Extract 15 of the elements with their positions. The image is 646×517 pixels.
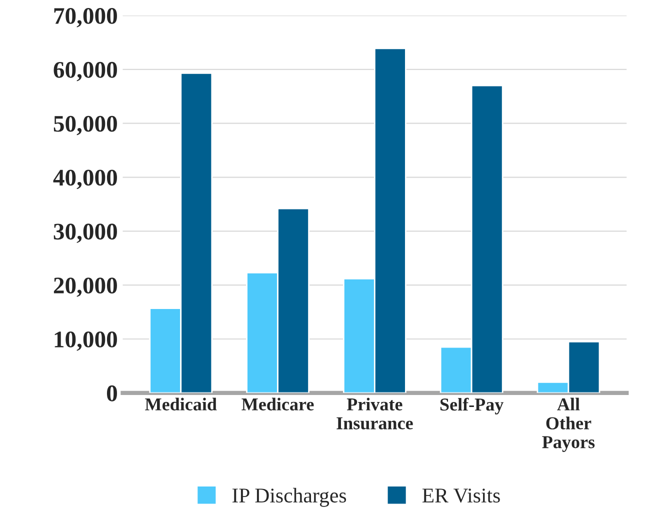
x-tick-label: Medicaid — [145, 398, 217, 410]
x-tick-label: All Other Payors — [542, 398, 595, 452]
legend-label: ER Visits — [422, 488, 500, 503]
x-tick-label: Medicare — [242, 398, 314, 410]
x-tick-label: Self-Pay — [440, 398, 504, 414]
y-tick-label: 50,000 — [54, 116, 117, 136]
legend-label: IP Discharges — [232, 488, 346, 507]
y-tick-label: 70,000 — [54, 8, 117, 28]
y-tick-label: 0 — [106, 385, 117, 402]
y-tick-label: 10,000 — [54, 331, 117, 351]
y-tick-label: 30,000 — [54, 224, 117, 244]
y-tick-label: 60,000 — [54, 62, 117, 82]
x-tick-label: Private Insurance — [336, 398, 413, 430]
y-tick-label: 20,000 — [54, 278, 117, 297]
y-tick-label: 40,000 — [53, 170, 117, 190]
